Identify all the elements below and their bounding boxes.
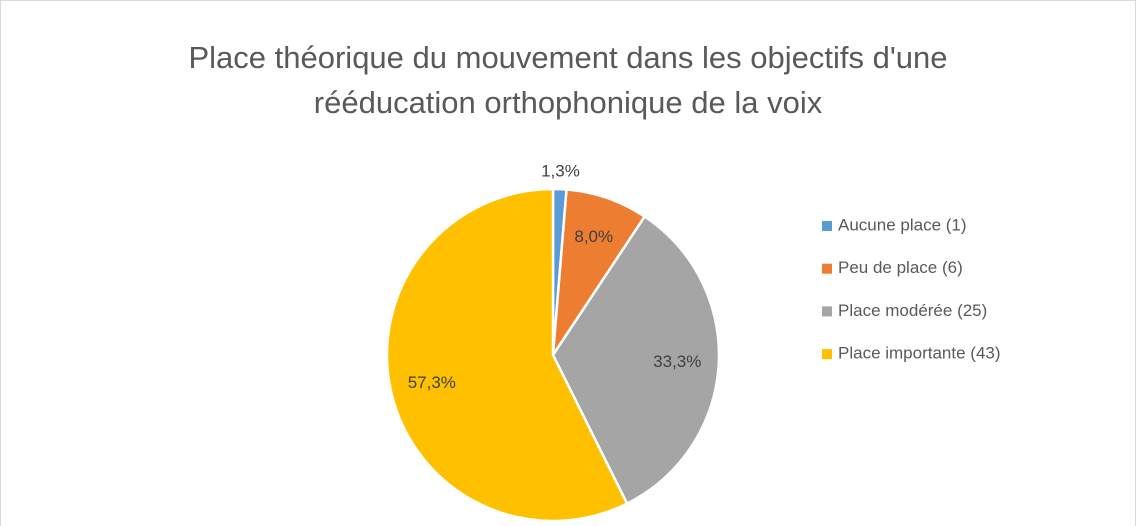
legend-label: Peu de place (6) [838,258,963,277]
pie-slice [551,214,721,506]
data-label: 57,3% [408,373,456,392]
legend-swatch [822,263,832,274]
data-label: 33,3% [653,352,701,371]
legend-label: Place importante (43) [838,344,1001,363]
legend-label: Place modérée (25) [838,301,987,320]
data-label: 1,3% [541,162,580,181]
pie-slice [385,187,629,523]
data-label: 8,0% [574,227,613,246]
legend-label: Aucune place (1) [838,215,967,234]
legend-swatch [822,221,832,231]
legend-swatch [822,306,832,317]
chart-title: rééducation orthophonique de la voix [314,85,823,120]
chart-title: Place théorique du mouvement dans les ob… [188,40,947,75]
legend-swatch [822,349,832,360]
